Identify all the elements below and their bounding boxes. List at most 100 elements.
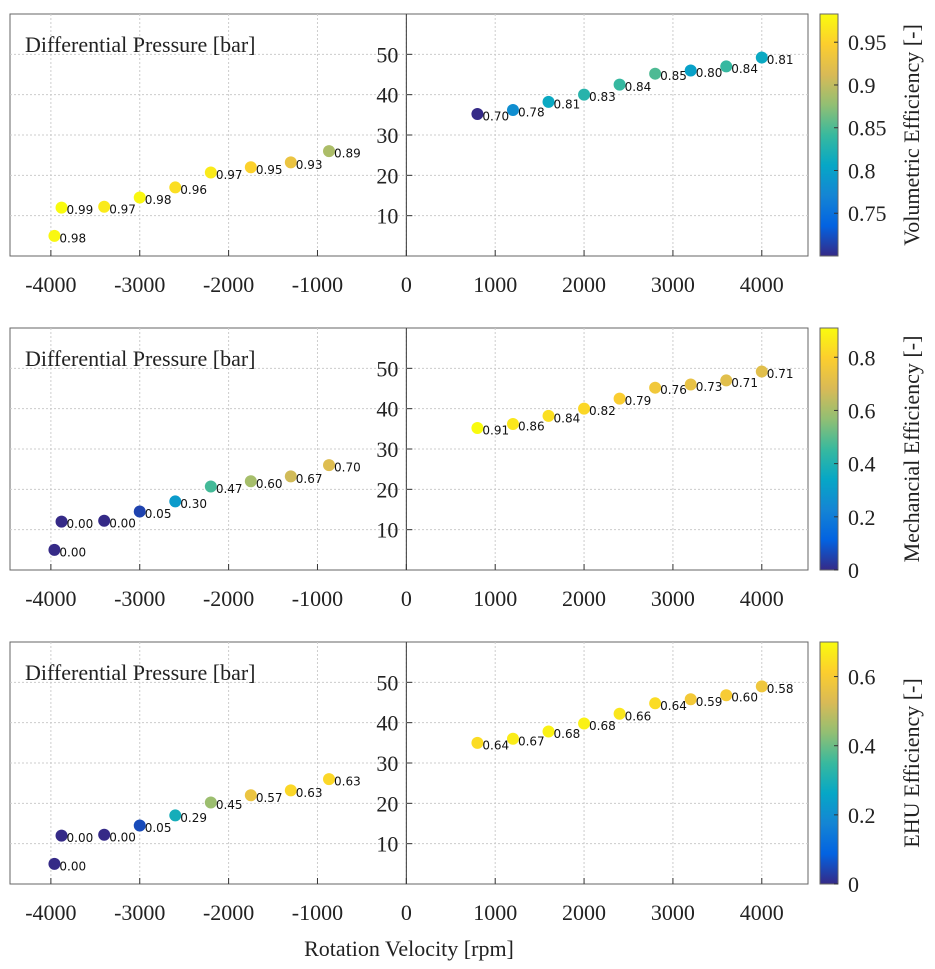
data-label: 0.80	[696, 66, 723, 80]
data-label: 0.81	[767, 53, 794, 67]
point	[244, 475, 257, 488]
data-label: 0.00	[67, 831, 94, 845]
point	[133, 819, 146, 832]
data-label: 0.79	[625, 394, 652, 408]
colorbar-tick-label: 0.4	[848, 734, 876, 759]
colorbar-tick-label: 0	[848, 872, 859, 897]
x-tick-label: -4000	[25, 900, 76, 925]
colorbar-label: Mechancial Efficiency [-]	[899, 336, 924, 563]
point	[169, 181, 182, 194]
x-tick-label: -2000	[203, 586, 254, 611]
y-tick-label: 30	[376, 123, 398, 148]
point	[649, 381, 662, 394]
x-tick-label: 3000	[651, 272, 695, 297]
point	[542, 95, 555, 108]
point	[755, 365, 768, 378]
x-tick-label: 2000	[562, 900, 606, 925]
data-label: 0.67	[518, 734, 545, 748]
data-label: 0.76	[660, 383, 687, 397]
data-label: 0.89	[334, 147, 361, 161]
x-tick-label: 3000	[651, 900, 695, 925]
x-tick-label: 4000	[740, 586, 784, 611]
x-tick-label: -1000	[292, 586, 343, 611]
point	[506, 732, 519, 745]
point	[284, 784, 297, 797]
y-tick-label: 50	[376, 670, 398, 695]
colorbar-tick-label: 0.6	[848, 665, 876, 690]
point	[506, 103, 519, 116]
y-tick-label: 50	[376, 42, 398, 67]
x-tick-label: 0	[401, 900, 412, 925]
y-tick-label: 30	[376, 437, 398, 462]
x-tick-label: 1000	[473, 900, 517, 925]
x-tick-label: 2000	[562, 586, 606, 611]
point	[48, 543, 61, 556]
x-tick-label: -2000	[203, 900, 254, 925]
point	[98, 514, 111, 527]
data-label: 0.99	[67, 203, 94, 217]
colorbar-tick-label: 0.8	[848, 158, 876, 183]
data-label: 0.93	[296, 158, 323, 172]
x-tick-label: -3000	[114, 586, 165, 611]
point	[284, 470, 297, 483]
data-label: 0.98	[59, 231, 86, 245]
point	[471, 422, 484, 435]
data-label: 0.84	[554, 411, 581, 425]
data-label: 0.64	[660, 699, 687, 713]
data-label: 0.58	[767, 682, 794, 696]
data-label: 0.45	[216, 798, 243, 812]
data-label: 0.63	[334, 775, 361, 789]
point	[98, 828, 111, 841]
x-tick-label: 0	[401, 272, 412, 297]
data-label: 0.66	[625, 709, 652, 723]
colorbar-tick-label: 0.6	[848, 398, 876, 423]
x-tick-label: 4000	[740, 272, 784, 297]
colorbar-label: EHU Efficiency [-]	[899, 678, 924, 847]
data-label: 0.97	[109, 202, 136, 216]
data-label: 0.95	[256, 163, 283, 177]
colorbar-tick-label: 0.75	[848, 201, 887, 226]
y-axis-label: Differential Pressure [bar]	[25, 660, 256, 685]
colorbar-tick-label: 0.8	[848, 345, 876, 370]
x-tick-label: 1000	[473, 586, 517, 611]
point	[755, 680, 768, 693]
x-tick-label: 1000	[473, 272, 517, 297]
data-label: 0.91	[482, 424, 509, 438]
data-label: 0.84	[731, 62, 758, 76]
point	[55, 201, 68, 214]
data-label: 0.84	[625, 80, 652, 94]
x-tick-label: -1000	[292, 272, 343, 297]
data-label: 0.47	[216, 482, 243, 496]
point	[169, 809, 182, 822]
point	[649, 67, 662, 80]
data-label: 0.70	[482, 110, 509, 124]
point	[578, 402, 591, 415]
x-tick-label: -1000	[292, 900, 343, 925]
point	[684, 378, 697, 391]
point	[169, 495, 182, 508]
point	[244, 161, 257, 174]
point	[755, 51, 768, 64]
point	[284, 156, 297, 169]
data-label: 0.68	[554, 727, 581, 741]
y-tick-label: 10	[376, 204, 398, 229]
data-label: 0.78	[518, 105, 545, 119]
point	[98, 200, 111, 213]
colorbar-label: Volumetric Efficiency [-]	[899, 24, 924, 246]
point	[133, 505, 146, 518]
x-tick-label: -4000	[25, 272, 76, 297]
y-tick-label: 40	[376, 83, 398, 108]
data-label: 0.00	[59, 859, 86, 873]
point	[55, 829, 68, 842]
point	[649, 697, 662, 710]
point	[323, 145, 336, 158]
x-tick-label: -3000	[114, 900, 165, 925]
colorbar-tick-label: 0.4	[848, 452, 876, 477]
data-label: 0.00	[67, 517, 94, 531]
y-axis-label: Differential Pressure [bar]	[25, 346, 256, 371]
point	[133, 191, 146, 204]
y-tick-label: 40	[376, 711, 398, 736]
x-axis-label: Rotation Velocity [rpm]	[304, 936, 514, 961]
data-label: 0.64	[482, 738, 509, 752]
